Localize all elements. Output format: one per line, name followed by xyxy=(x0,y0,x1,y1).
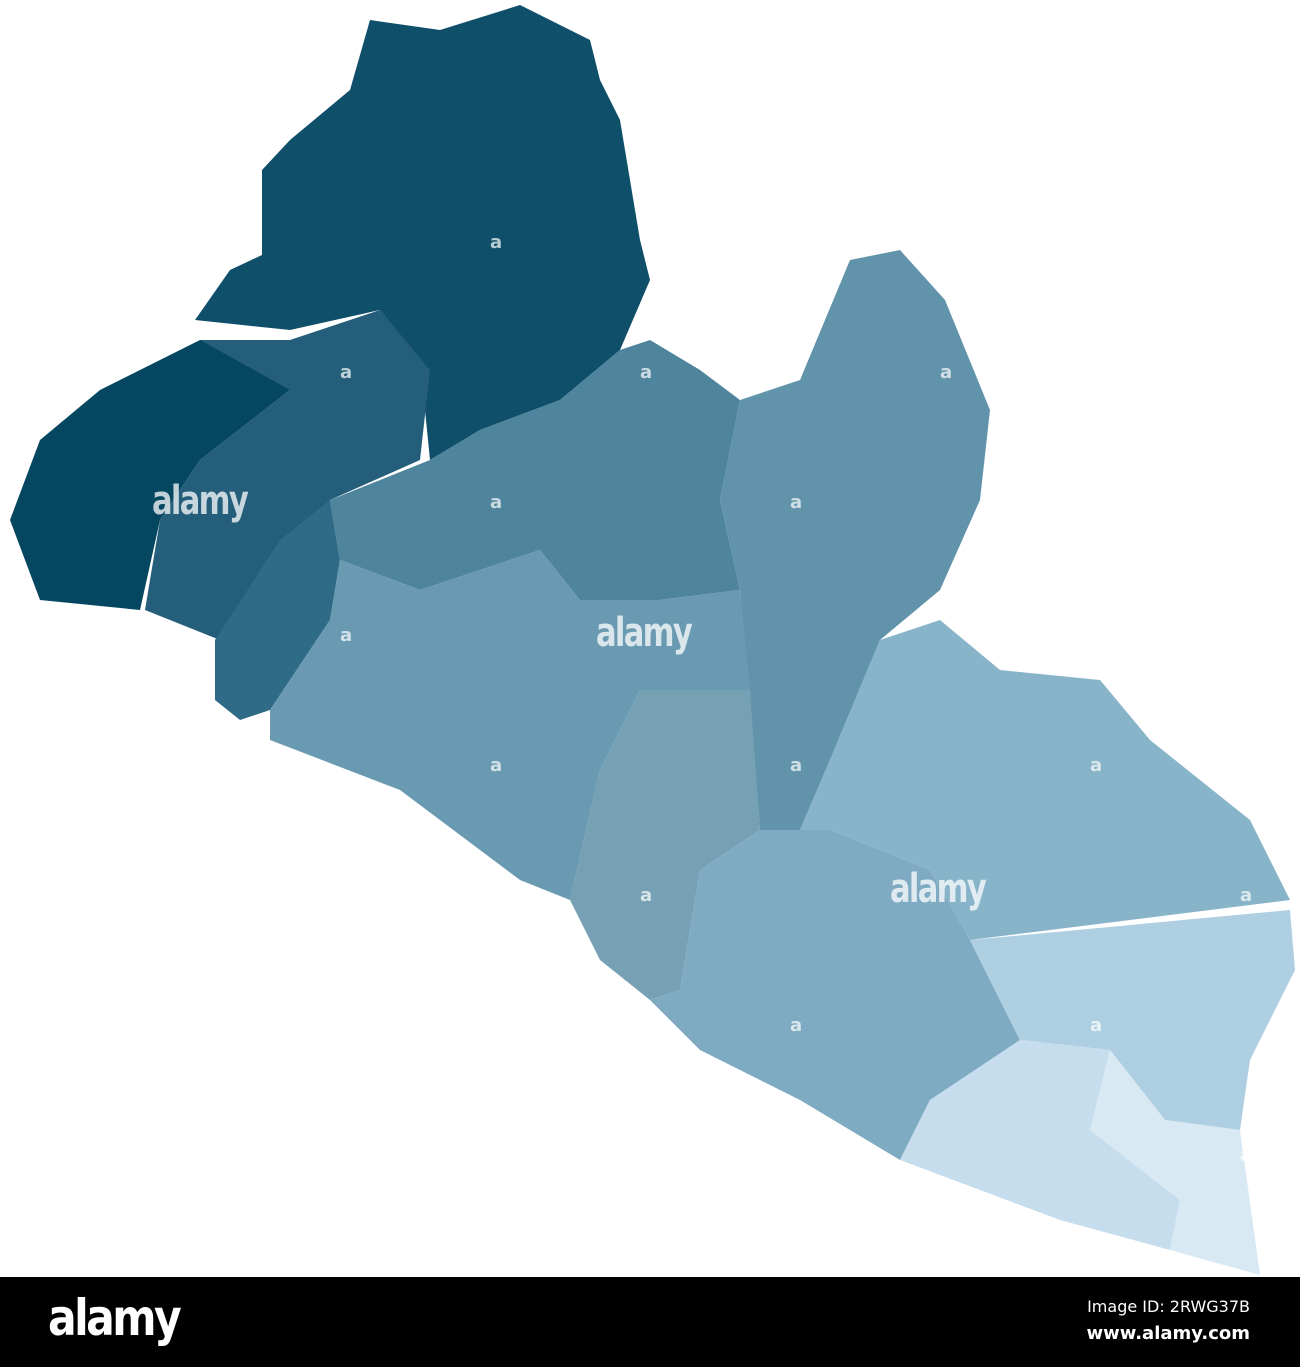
watermark-mark: a xyxy=(1240,885,1253,906)
watermark: alamy xyxy=(890,866,987,912)
watermark-mark: a xyxy=(490,232,503,253)
site-url: www.alamy.com xyxy=(1086,1323,1250,1344)
watermark-mark: a xyxy=(790,1015,803,1036)
region-maryland xyxy=(1090,1050,1260,1275)
liberia-map xyxy=(10,5,1295,1275)
image-id: Image ID: 2RWG37B xyxy=(1087,1297,1250,1316)
region-bong xyxy=(330,340,740,600)
watermark-mark: a xyxy=(640,885,653,906)
region-grand-gedeh xyxy=(800,620,1290,940)
footer-bar: alamy Image ID: 2RWG37B www.alamy.com xyxy=(0,1277,1300,1367)
watermark-mark: a xyxy=(1240,1145,1253,1166)
watermark-mark: a xyxy=(340,625,353,646)
watermark-mark: a xyxy=(1090,755,1103,776)
region-river-gee xyxy=(970,910,1295,1130)
region-grand-kru xyxy=(900,1040,1180,1250)
watermark-mark: a xyxy=(340,362,353,383)
region-grand-bassa xyxy=(270,550,750,900)
alamy-logo: alamy xyxy=(48,1289,182,1347)
watermark-mark: a xyxy=(790,492,803,513)
watermark: alamy xyxy=(152,478,249,524)
watermark: alamy xyxy=(596,610,693,656)
region-sinoe xyxy=(650,830,1020,1160)
watermark-mark: a xyxy=(490,755,503,776)
region-river-cess xyxy=(570,690,760,1000)
watermark-mark: a xyxy=(1090,1015,1103,1036)
region-gbarpolu xyxy=(145,310,430,640)
watermark-mark: a xyxy=(640,362,653,383)
watermark-mark: a xyxy=(940,362,953,383)
watermark-mark: a xyxy=(490,492,503,513)
watermark-mark: a xyxy=(790,755,803,776)
region-grand-cape-mount xyxy=(10,340,290,610)
region-lofa xyxy=(195,5,650,460)
region-nimba xyxy=(720,250,990,830)
region-bomi xyxy=(215,500,340,720)
